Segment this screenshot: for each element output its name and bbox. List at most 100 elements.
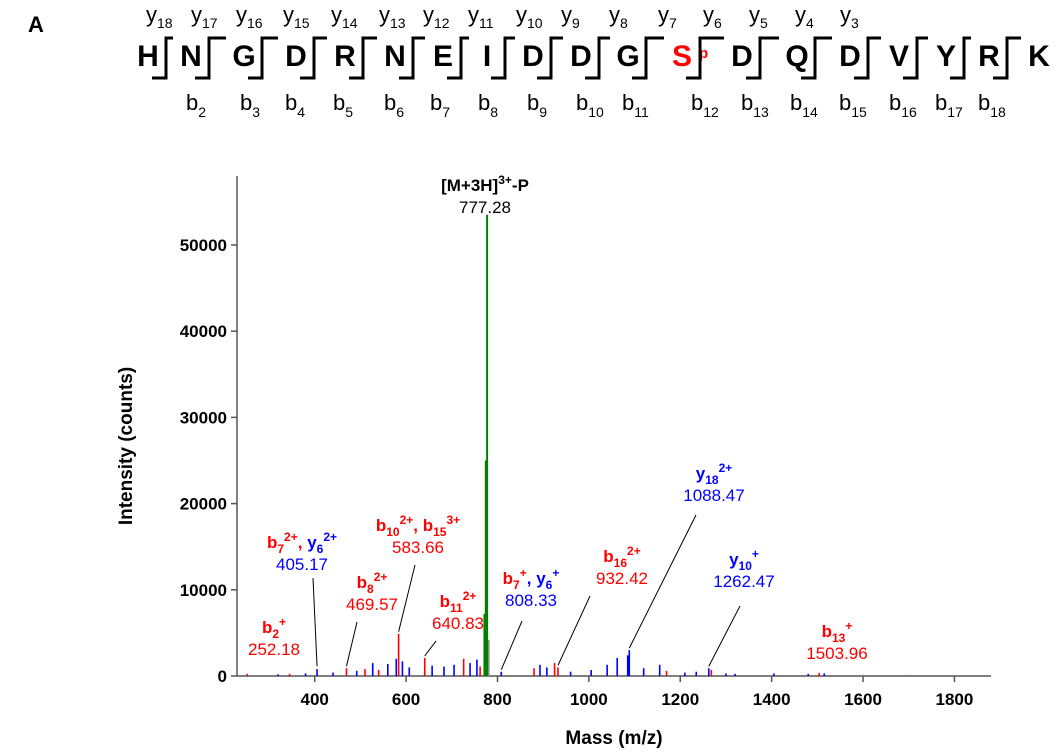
annotation-b16: 932.42: [596, 569, 648, 588]
peak-annotations: [M+3H]3+-P 777.28 b2+252.18 b72+, y62+405.1…: [248, 173, 868, 670]
residue-5: R: [334, 40, 356, 73]
x-tick-label: 800: [483, 690, 511, 709]
annotation-leader: [557, 595, 591, 666]
annotation-b8: 469.57: [346, 595, 398, 614]
cleavage-bracket: [686, 36, 724, 80]
cleavage-bracket: [801, 36, 832, 80]
b-ion-label: b8: [478, 90, 498, 120]
annotation-b13: b13+: [822, 619, 853, 645]
cleavage-bracket: [537, 36, 563, 80]
x-tick-label: 1200: [661, 690, 699, 709]
annotation-leader: [424, 640, 437, 657]
cleavage-bracket: [585, 36, 610, 80]
y-ion-label: y16: [236, 2, 263, 31]
residue-10: D: [570, 40, 592, 73]
cleavage-bracket: [950, 36, 971, 80]
b-ion-label: b7: [430, 90, 450, 120]
residue-11: G: [616, 40, 639, 73]
x-tick-label: 1600: [844, 690, 882, 709]
annotation-leader: [398, 564, 416, 632]
y-ion-label: y17: [191, 2, 218, 31]
annotation-precursor: [M+3H]3+-P: [441, 173, 529, 195]
residue-18: R: [978, 40, 1000, 73]
annotation-precursor: 777.28: [459, 198, 511, 217]
cleavage-bracket: [993, 36, 1021, 80]
residue-6: N: [384, 40, 406, 73]
b-ion-label: b15: [839, 90, 867, 120]
b-ion-label: b9: [527, 90, 547, 120]
b-ion-label: b14: [790, 90, 818, 120]
annotation-b2: 252.18: [248, 640, 300, 659]
annotation-b8: b82+: [357, 570, 388, 596]
y-tick-label: 20000: [180, 495, 227, 514]
residue-17: Y: [936, 40, 956, 73]
cleavage-bracket: [903, 36, 928, 80]
annotation-b13: 1503.96: [806, 644, 867, 663]
annotation-b7y6-plus: 808.33: [505, 591, 557, 610]
residue-12: S: [672, 40, 692, 73]
peak-series: [246, 214, 947, 676]
y-tick-label: 10000: [180, 581, 227, 600]
y-tick-label: 40000: [180, 322, 227, 341]
annotation-b11: b112+: [440, 589, 477, 615]
b-ion-label: b11: [622, 90, 649, 120]
residue-7: E: [433, 40, 453, 73]
y-ion-label: y4: [795, 2, 814, 31]
b-ion-label: b12: [691, 90, 719, 120]
annotation-b10-b15: 583.66: [392, 538, 444, 557]
b-ion-label: b6: [384, 90, 404, 120]
annotation-leader: [312, 577, 318, 667]
annotation-leader: [708, 605, 741, 667]
annotation-b2: b2+: [262, 615, 286, 641]
phospho-mark: p: [699, 45, 708, 62]
b-ion-label: b13: [741, 90, 769, 120]
cleavage-bracket: [195, 36, 226, 80]
y-ion-label: y3: [840, 2, 859, 31]
cleavage-bracket: [491, 36, 515, 80]
x-axis-title: Mass (m/z): [565, 728, 662, 749]
annotation-leader: [500, 620, 523, 670]
y-ion-label: y8: [609, 2, 628, 31]
cleavage-bracket: [399, 36, 425, 80]
residue-1: H: [137, 40, 159, 73]
residue-3: G: [232, 40, 255, 73]
x-tick-label: 1400: [753, 690, 791, 709]
y-ion-label: y15: [283, 2, 310, 31]
cleavage-bracket: [447, 36, 469, 80]
y-axis-title: Intensity (counts): [116, 367, 137, 525]
residue-9: D: [522, 40, 544, 73]
y-tick-label: 30000: [180, 408, 227, 427]
annotation-y10: y10+: [729, 547, 759, 573]
x-tick-label: 1000: [570, 690, 608, 709]
annotation-leader: [628, 514, 697, 649]
y-ion-label: y13: [379, 2, 406, 31]
x-tick-label: 1800: [936, 690, 974, 709]
y-ion-label: y10: [516, 2, 543, 31]
annotation-y18: y182+: [696, 461, 733, 487]
b-ion-label: b17: [935, 90, 963, 120]
annotation-y10: 1262.47: [713, 572, 774, 591]
residue-14: Q: [785, 40, 808, 73]
annotation-b7-y6: 405.17: [276, 555, 328, 574]
cleavage-bracket: [854, 36, 881, 80]
cleavage-bracket: [632, 36, 664, 80]
y-tick-label: 50000: [180, 236, 227, 255]
y-ion-label: y14: [331, 2, 358, 31]
b-ion-label: b18: [978, 90, 1006, 120]
y-ion-label: y5: [749, 2, 768, 31]
b-ion-label: b5: [333, 90, 353, 120]
y-ion-label: y6: [703, 2, 722, 31]
y-ion-label: y12: [423, 2, 450, 31]
annotation-b11: 640.83: [432, 614, 484, 633]
panel-label: A: [28, 12, 44, 37]
residue-4: D: [285, 40, 307, 73]
b-ion-label: b2: [186, 90, 206, 120]
y-ion-label: y11: [468, 2, 494, 31]
b-ion-label: b3: [240, 90, 260, 120]
x-tick-label: 400: [300, 690, 328, 709]
cleavage-bracket: [248, 36, 278, 80]
cleavage-bracket: [152, 36, 173, 80]
annotation-b10-b15: b102+, b153+: [376, 513, 460, 539]
annotation-b7-y6: b72+, y62+: [267, 530, 337, 556]
